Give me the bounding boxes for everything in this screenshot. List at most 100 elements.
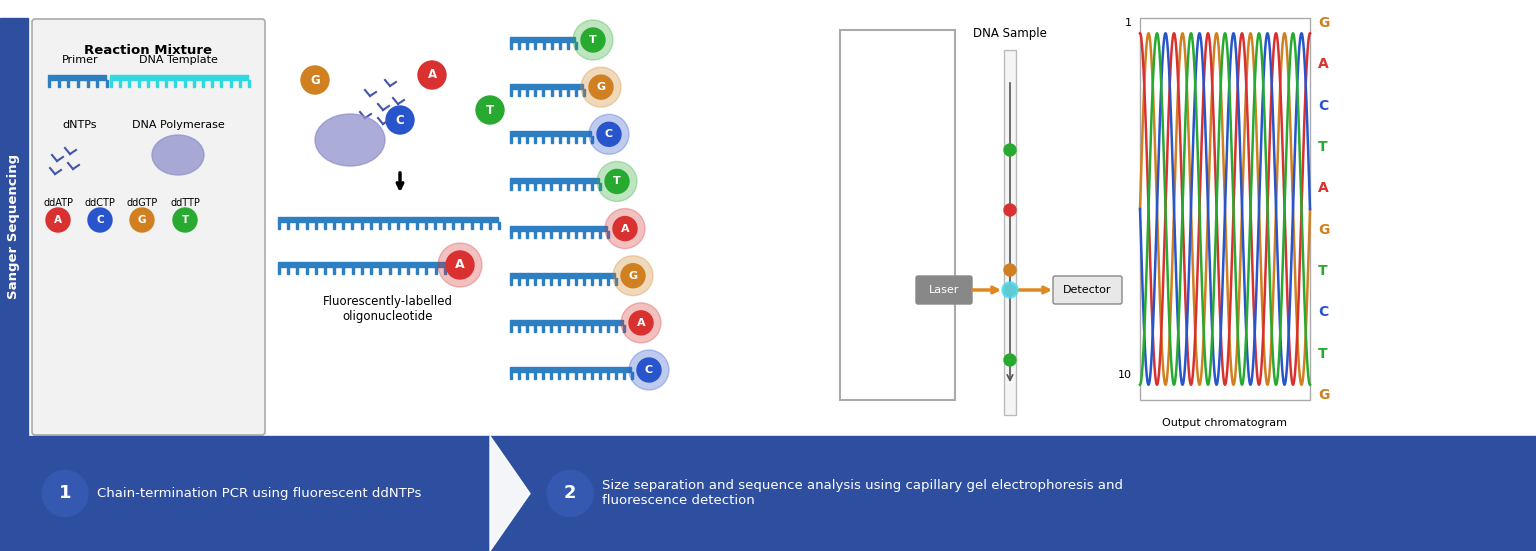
Text: ddTTP: ddTTP [170,198,200,208]
Circle shape [88,208,112,232]
Bar [542,136,544,143]
Bar [370,222,372,229]
Bar [584,89,585,96]
Ellipse shape [152,135,204,175]
Text: A: A [637,318,645,328]
Bar [567,183,568,191]
Text: G: G [1318,223,1329,237]
Text: C: C [1318,305,1329,320]
Bar [574,89,578,96]
Text: 1: 1 [1124,18,1132,28]
Bar [574,278,576,285]
Bar [379,222,381,229]
Circle shape [605,169,630,193]
Bar [607,325,608,332]
Bar [433,222,436,229]
Bar [510,372,511,379]
Bar [574,136,578,143]
Bar [498,222,501,229]
Bar [527,42,528,49]
Bar [333,222,335,229]
Bar [111,80,112,87]
Text: T: T [485,104,495,116]
Circle shape [301,66,329,94]
Bar [48,80,51,87]
Bar [624,325,625,332]
Bar [238,80,241,87]
Text: C: C [605,129,613,139]
Bar [591,230,593,237]
Text: Output chromatogram: Output chromatogram [1163,418,1287,428]
Bar [407,267,409,274]
Bar [479,222,482,229]
Bar [542,42,544,49]
Text: Detector: Detector [1063,285,1111,295]
Text: A: A [455,258,465,272]
Text: A: A [1318,57,1329,71]
Bar [48,75,106,80]
Bar [559,183,561,191]
Bar [510,273,614,278]
Text: Fluorescently-labelled
oligonucleotide: Fluorescently-labelled oligonucleotide [323,295,453,323]
FancyBboxPatch shape [915,276,972,304]
Bar [542,278,544,285]
Circle shape [548,472,591,516]
Bar [315,222,316,229]
Bar [550,136,553,143]
Bar [614,372,617,379]
Bar [567,278,568,285]
Bar [550,372,553,379]
Bar [518,230,521,237]
Bar [518,42,521,49]
Bar [559,372,561,379]
Text: A: A [1318,181,1329,196]
Text: ddATP: ddATP [43,198,74,208]
Text: DNA Polymerase: DNA Polymerase [132,120,224,130]
Bar [379,267,381,274]
Bar [352,222,353,229]
Bar [424,222,427,229]
Text: T: T [1318,347,1327,361]
Bar [0,18,28,435]
Text: A: A [427,68,436,82]
Bar [518,372,521,379]
Circle shape [598,122,621,146]
Ellipse shape [315,114,386,166]
Circle shape [581,67,621,107]
Bar [278,262,453,267]
Bar [324,267,326,274]
Bar [510,89,511,96]
Bar [591,183,593,191]
Bar [535,136,536,143]
Text: T: T [1318,264,1327,278]
Bar [452,222,455,229]
Bar [567,42,568,49]
Bar [510,230,511,237]
Text: 1: 1 [58,484,71,503]
Text: Sanger Sequencing: Sanger Sequencing [8,154,20,299]
Bar [535,183,536,191]
Bar [296,267,298,274]
Text: ddCTP: ddCTP [84,198,115,208]
Circle shape [598,161,637,202]
Circle shape [621,264,645,288]
Bar [488,222,492,229]
Bar [591,325,593,332]
Bar [614,325,617,332]
Bar [510,131,591,136]
Text: Laser: Laser [929,285,958,295]
Bar [407,222,409,229]
Bar [527,278,528,285]
Bar [157,80,158,87]
Bar [147,80,149,87]
Bar [444,267,445,274]
Bar [203,80,204,87]
Bar [542,325,544,332]
Bar [453,267,455,274]
Bar [535,42,536,49]
Circle shape [1005,284,1015,296]
Bar [518,136,521,143]
Bar [510,225,607,230]
Text: G: G [1318,388,1329,402]
Bar [599,230,601,237]
